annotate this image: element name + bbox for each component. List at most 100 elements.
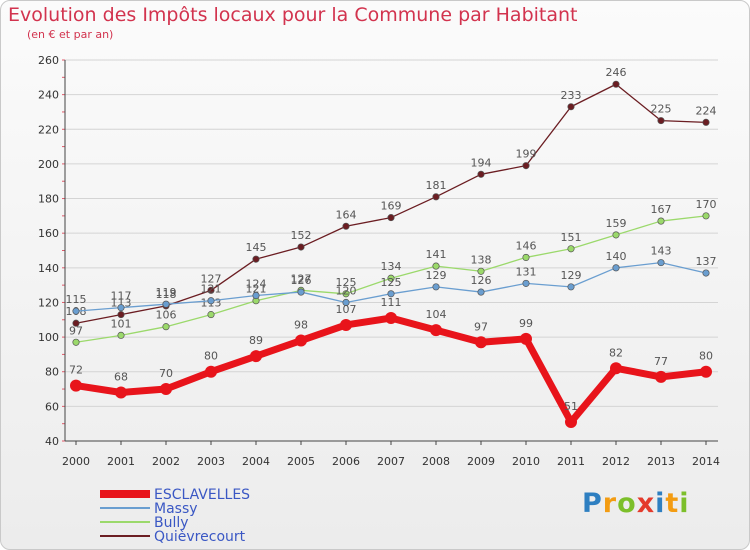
data-point-bully [162,323,170,331]
data-point-bully [567,245,575,253]
data-point-bully [207,311,215,319]
legend-label: Massy [154,501,198,517]
data-point-qui-vrecourt [297,243,305,251]
y-tick-label: 240 [38,89,59,102]
data-label-bully: 170 [696,198,717,211]
x-tick-label: 2000 [62,455,90,468]
data-label-qui-vrecourt: 225 [651,103,672,116]
data-label-massy: 143 [651,245,672,258]
x-tick-label: 2002 [152,455,180,468]
data-label-esclavelles: 80 [204,350,218,363]
data-label-massy: 129 [426,269,447,282]
data-point-bully [72,338,80,346]
data-point-bully [387,274,395,282]
data-point-massy [612,264,620,272]
logo-letter: o [617,488,637,519]
x-tick-label: 2013 [647,455,675,468]
data-point-massy [657,259,665,267]
data-label-bully: 127 [291,272,312,285]
data-point-qui-vrecourt [432,193,440,201]
data-label-massy: 124 [246,278,267,291]
legend-label: Quièvrecourt [154,529,246,545]
data-point-bully [657,217,665,225]
data-point-qui-vrecourt [207,286,215,294]
data-point-massy [477,288,485,296]
data-label-bully: 134 [381,260,402,273]
data-point-esclavelles [430,324,442,337]
data-label-qui-vrecourt: 152 [291,229,312,242]
data-label-qui-vrecourt: 127 [201,272,222,285]
data-point-esclavelles [700,365,712,378]
data-point-bully [522,253,530,261]
data-point-esclavelles [295,334,307,347]
y-tick-label: 180 [38,193,59,206]
data-label-massy: 137 [696,255,717,268]
data-label-massy: 120 [336,284,357,297]
data-label-qui-vrecourt: 145 [246,241,267,254]
x-tick-label: 2011 [557,455,585,468]
data-point-massy [567,283,575,291]
data-label-esclavelles: 89 [249,334,263,347]
y-tick-label: 260 [38,54,59,67]
data-point-bully [477,267,485,275]
data-label-qui-vrecourt: 181 [426,179,447,192]
data-label-esclavelles: 107 [336,303,357,316]
data-label-bully: 138 [471,253,492,266]
data-point-qui-vrecourt [612,80,620,88]
data-label-massy: 126 [471,274,492,287]
data-label-esclavelles: 51 [564,400,578,413]
data-label-massy: 129 [561,269,582,282]
x-tick-label: 2008 [422,455,450,468]
data-point-qui-vrecourt [342,222,350,230]
data-label-bully: 141 [426,248,447,261]
data-label-esclavelles: 97 [474,320,488,333]
y-tick-label: 80 [45,366,59,379]
data-point-esclavelles [70,379,82,392]
data-point-esclavelles [205,365,217,378]
y-tick-label: 160 [38,227,59,240]
data-point-esclavelles [610,362,622,375]
data-label-qui-vrecourt: 246 [606,66,627,79]
chart-subtitle: (en € et par an) [27,28,114,41]
data-point-qui-vrecourt [702,118,710,126]
data-point-bully [702,212,710,220]
y-tick-label: 60 [45,400,59,413]
data-label-bully: 146 [516,239,537,252]
x-tick-label: 2012 [602,455,630,468]
data-label-bully: 125 [336,276,357,289]
y-tick-label: 120 [38,296,59,309]
logo-letter: r [602,488,618,519]
data-point-esclavelles [385,312,397,325]
data-point-massy [72,307,80,315]
data-label-bully: 167 [651,203,672,216]
data-label-esclavelles: 99 [519,317,533,330]
data-label-qui-vrecourt: 164 [336,208,357,221]
data-label-bully: 101 [111,317,132,330]
x-tick-label: 2005 [287,455,315,468]
data-point-massy [162,300,170,308]
data-label-esclavelles: 98 [294,319,308,332]
data-point-esclavelles [520,332,532,345]
data-point-esclavelles [160,383,172,396]
data-label-bully: 159 [606,217,627,230]
data-point-massy [117,304,125,312]
data-label-bully: 97 [69,324,83,337]
data-label-massy: 117 [111,290,132,303]
data-point-qui-vrecourt [252,255,260,263]
x-tick-label: 2007 [377,455,405,468]
logo-letter: P [582,488,603,519]
data-point-esclavelles [115,386,127,399]
data-point-bully [432,262,440,270]
data-label-qui-vrecourt: 169 [381,200,402,213]
data-point-massy [702,269,710,277]
x-tick-label: 2006 [332,455,360,468]
data-label-bully: 106 [156,309,177,322]
data-point-qui-vrecourt [387,214,395,222]
x-tick-label: 2010 [512,455,540,468]
logo-letter: i [679,488,690,519]
data-point-bully [117,331,125,339]
data-label-esclavelles: 68 [114,371,128,384]
x-tick-label: 2003 [197,455,225,468]
data-point-qui-vrecourt [477,170,485,178]
